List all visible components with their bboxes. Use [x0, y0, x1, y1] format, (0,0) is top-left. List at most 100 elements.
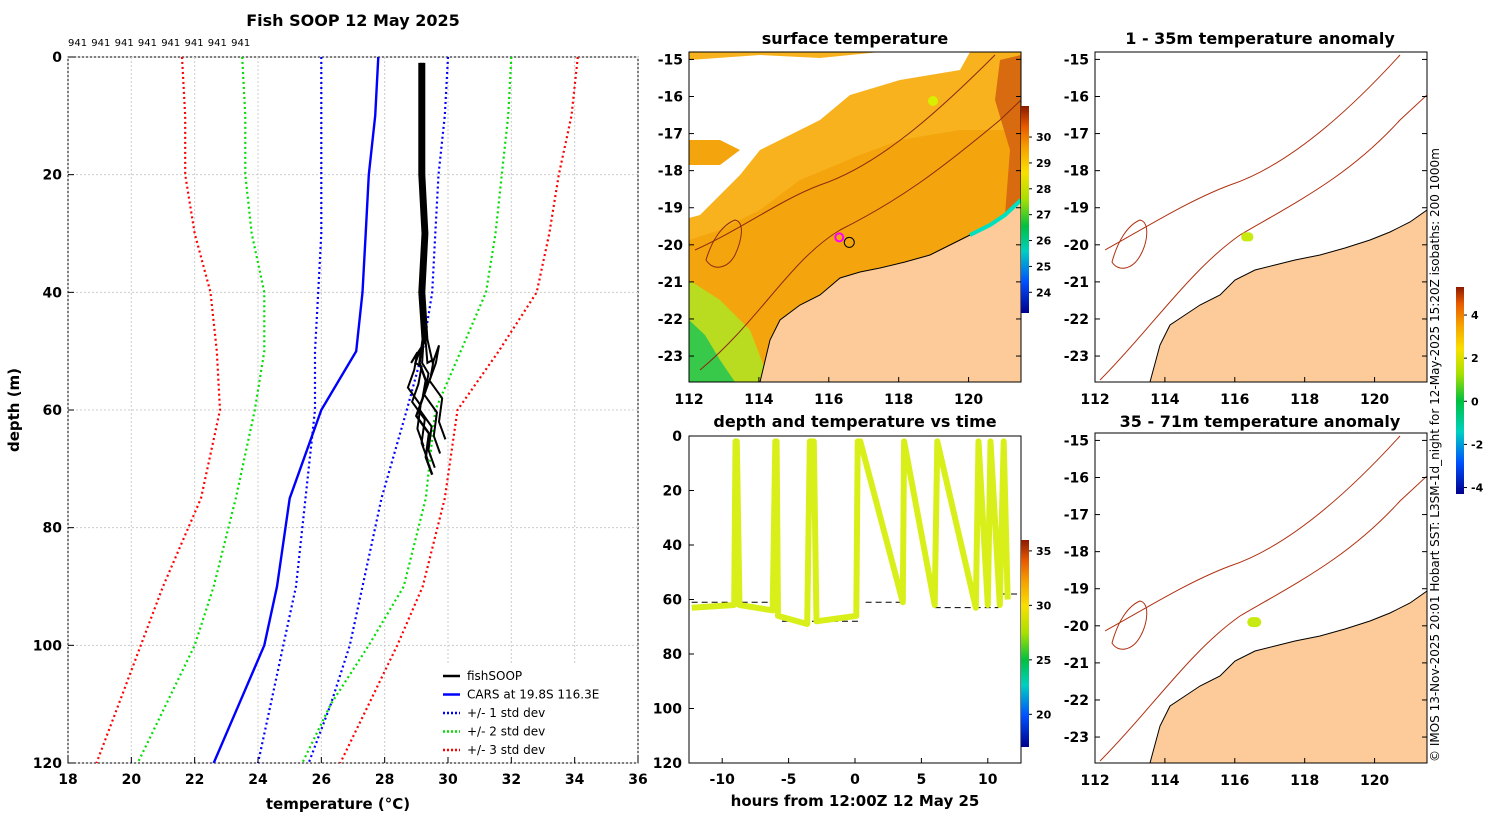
anomaly1-panel: 1 - 35m temperature anomaly 112 114 116 118… — [1064, 29, 1428, 408]
map-y-tick-label: -23 — [1064, 349, 1089, 365]
anomaly2-point — [1247, 617, 1262, 628]
profile-y-tick-label: 120 — [33, 756, 62, 772]
sst-y-ticks: -15 -16 -17 -18 -19 -20 -21 -22 -23 — [658, 52, 1021, 365]
anomaly1-point — [1241, 232, 1254, 242]
map-y-tick-label: -19 — [1064, 201, 1089, 217]
sst-colorbar — [1021, 106, 1029, 313]
anomaly1-axes-box — [1094, 51, 1428, 383]
profile-y-tick-label: 100 — [33, 638, 62, 654]
timeseries-colorbar-ticks: 20 25 30 35 — [1029, 545, 1052, 721]
legend-label: +/- 3 std dev — [467, 743, 545, 757]
map-x-tick-label: 120 — [1360, 773, 1389, 789]
map-y-tick-label: -22 — [1064, 693, 1089, 709]
map-y-tick-label: -17 — [1064, 508, 1089, 524]
map-x-tick-label: 118 — [884, 392, 913, 408]
anomaly1-map — [1095, 52, 1427, 382]
timeseries-trace-line — [691, 438, 1011, 627]
anomaly2-plateau-outline — [1111, 600, 1148, 650]
timeseries-x-tick-label: 10 — [978, 772, 998, 788]
profile-x-label-text: temperature — [266, 795, 373, 813]
legend-label: +/- 1 std dev — [467, 706, 545, 720]
anomaly-colorbar-tick-label: -4 — [1471, 482, 1484, 495]
legend-label: +/- 2 std dev — [467, 725, 545, 739]
sst-colorbar-ticks: 24 25 26 27 28 29 30 — [1029, 131, 1052, 299]
timeseries-trace — [691, 438, 1011, 627]
sst-plateau-outline — [705, 219, 742, 268]
sst-isobath-200 — [699, 99, 1021, 371]
profile-x-tick-label: 18 — [58, 772, 77, 788]
colorbar-tick-label: 30 — [1036, 599, 1052, 612]
anomaly1-y-ticks: -15 -16 -17 -18 -19 -20 -21 -22 -23 — [1064, 52, 1427, 365]
profile-top-label: 941 — [68, 38, 87, 49]
profile-y-label: depth (m) — [5, 368, 23, 452]
profile-y-tick-label: 80 — [43, 521, 63, 537]
profile-top-label: 941 — [161, 38, 180, 49]
timeseries-y-tick-label: 0 — [672, 429, 682, 445]
colorbar-tick-label: 35 — [1036, 545, 1051, 558]
profile-top-label: 941 — [138, 38, 157, 49]
map-y-tick-label: -18 — [1064, 164, 1089, 180]
sst-cloud-gap — [689, 140, 740, 165]
anomaly2-title: 35 - 71m temperature anomaly — [1120, 412, 1401, 431]
anomaly-colorbar-tick-label: 2 — [1471, 352, 1479, 365]
anomaly1-x-ticks: 112 114 116 118 120 — [1080, 377, 1389, 408]
profile-title: Fish SOOP 12 May 2025 — [246, 11, 460, 30]
anomaly2-panel: 35 - 71m temperature anomaly 112 114 116 11… — [1064, 412, 1428, 789]
profile-x-label-unit: (°C) — [378, 795, 410, 813]
map-y-tick-label: -16 — [1064, 89, 1089, 105]
profile-series-line — [307, 56, 450, 764]
colorbar-tick-label: 25 — [1036, 654, 1051, 667]
sst-map — [689, 52, 1021, 382]
map-x-tick-label: 112 — [1080, 392, 1109, 408]
profile-x-ticks: 18 20 22 24 26 28 30 32 34 36 — [58, 757, 648, 788]
profile-legend: fishSOOP CARS at 19.8S 116.3E +/- 1 std de… — [436, 665, 626, 757]
profile-y-tick-label: 20 — [43, 168, 63, 184]
map-x-tick-label: 114 — [1150, 773, 1179, 789]
map-y-tick-label: -21 — [1064, 275, 1089, 291]
profile-top-label: 941 — [91, 38, 110, 49]
legend-box — [436, 665, 626, 757]
map-y-tick-label: -23 — [1064, 730, 1089, 746]
colorbar-tick-label: 28 — [1036, 183, 1051, 196]
map-y-tick-label: -16 — [1064, 470, 1089, 486]
anomaly2-axes-box — [1094, 432, 1428, 764]
anomaly2-points — [1247, 617, 1262, 628]
profile-x-label: temperature (°C) — [266, 795, 410, 813]
timeseries-y-tick-label: 80 — [663, 647, 683, 663]
profile-top-label: 941 — [115, 38, 134, 49]
timeseries-y-tick-label: 40 — [663, 538, 683, 554]
anomaly1-title: 1 - 35m temperature anomaly — [1125, 29, 1395, 48]
profile-y-tick-label: 40 — [43, 285, 63, 301]
sst-ship-marker — [834, 232, 845, 243]
profile-fishsoop-cast-line — [423, 62, 447, 440]
sst-isobath-1000 — [694, 54, 996, 251]
map-y-tick-label: -19 — [1064, 582, 1089, 598]
map-y-tick-label: -18 — [658, 164, 683, 180]
timeseries-y-tick-label: 120 — [653, 756, 682, 772]
map-y-tick-label: -15 — [1064, 433, 1089, 449]
map-x-tick-label: 116 — [1220, 392, 1249, 408]
timeseries-x-tick-label: 5 — [917, 772, 927, 788]
map-x-tick-label: 114 — [744, 392, 773, 408]
sst-cloud-mask — [689, 52, 970, 218]
map-y-tick-label: -22 — [658, 312, 683, 328]
colorbar-tick-label: 20 — [1036, 708, 1052, 721]
timeseries-title: depth and temperature vs time — [713, 412, 996, 431]
map-y-tick-label: -21 — [658, 275, 683, 291]
anomaly2-isobath-1000 — [1104, 435, 1401, 632]
sst-cast-marker — [843, 236, 855, 248]
map-y-tick-label: -19 — [658, 201, 683, 217]
profile-x-tick-label: 32 — [502, 772, 521, 788]
profile-series-line — [256, 57, 323, 764]
profile-panel: Fish SOOP 12 May 2025 941 941 941 941 941 941… — [5, 11, 648, 813]
anomaly-colorbar-ticks: -4 -2 0 2 4 — [1464, 309, 1484, 495]
sst-cool-water — [689, 320, 735, 382]
map-x-tick-label: 120 — [1360, 392, 1389, 408]
profile-x-tick-label: 36 — [628, 772, 647, 788]
map-y-tick-label: -15 — [1064, 52, 1089, 68]
map-x-tick-label: 112 — [1080, 773, 1109, 789]
anomaly1-isobath-200 — [1099, 94, 1427, 381]
map-x-tick-label: 120 — [954, 392, 983, 408]
anomaly1-points — [1241, 232, 1254, 242]
sst-coast-cool-water — [969, 198, 1021, 237]
